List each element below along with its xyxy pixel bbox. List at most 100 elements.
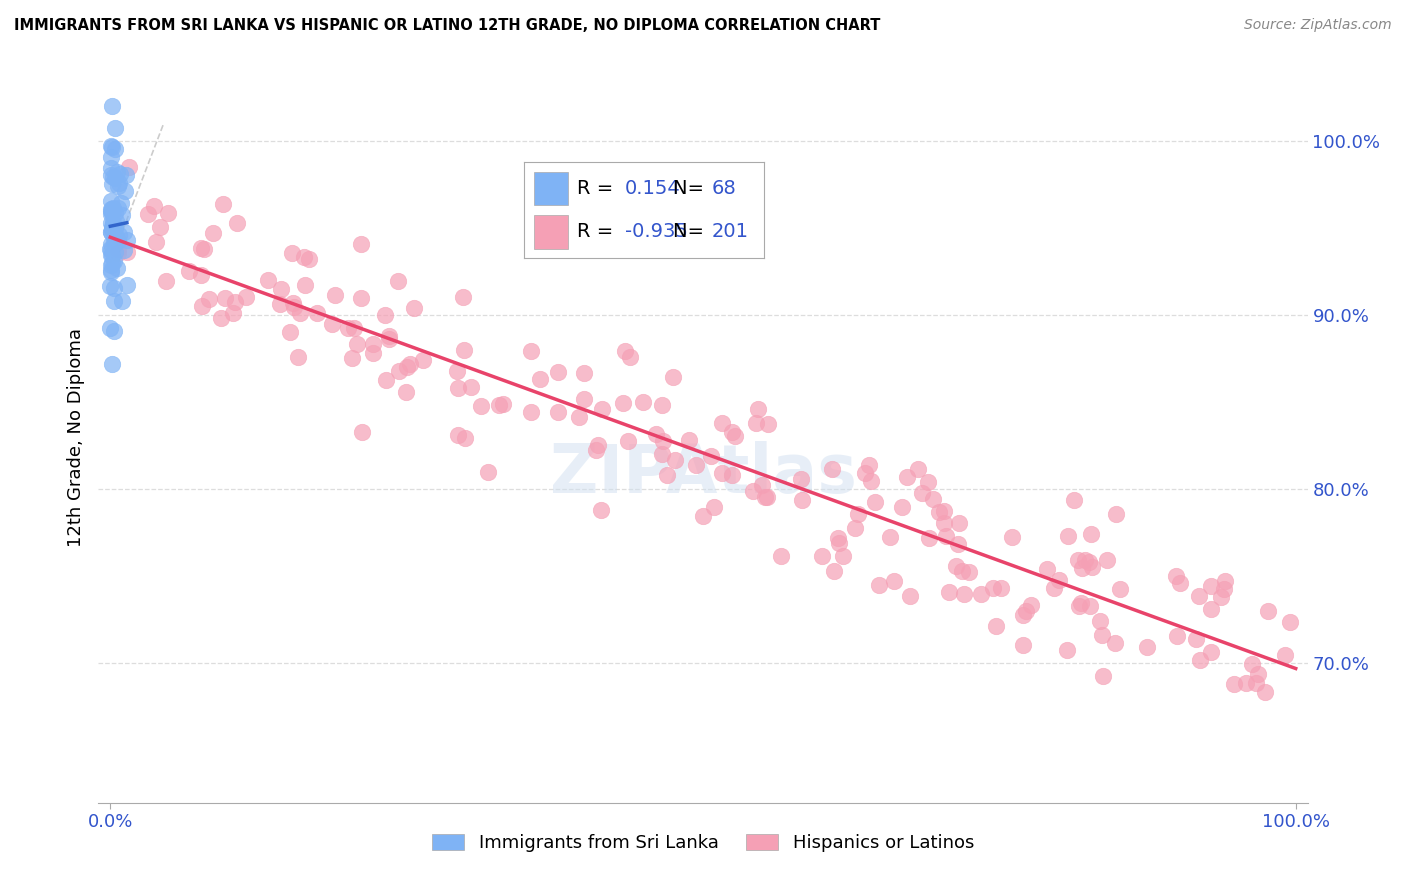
Point <box>100 265 122 279</box>
Point <box>957 565 980 579</box>
Point <box>388 364 411 378</box>
Point <box>1188 589 1211 603</box>
Point <box>1070 561 1092 575</box>
Point <box>224 294 246 309</box>
Point <box>1199 579 1222 593</box>
Point <box>1105 507 1128 521</box>
Text: 0.154: 0.154 <box>626 179 681 198</box>
Point <box>100 258 122 272</box>
Point <box>325 287 347 301</box>
Point <box>821 461 844 475</box>
Point <box>879 530 901 544</box>
Point <box>118 160 141 174</box>
Point <box>1209 590 1232 604</box>
Point <box>935 528 957 542</box>
Point <box>103 293 125 308</box>
Text: 201: 201 <box>711 222 748 241</box>
Point <box>103 231 125 245</box>
Point <box>1078 599 1101 614</box>
Point <box>149 220 172 235</box>
Point <box>222 306 245 320</box>
Point <box>100 169 122 183</box>
Point <box>1019 598 1042 612</box>
Point <box>112 225 135 239</box>
Point <box>612 396 634 410</box>
Point <box>520 343 543 358</box>
Point <box>769 549 792 563</box>
Point <box>747 402 769 417</box>
Point <box>970 587 993 601</box>
Point <box>1189 653 1212 667</box>
Point <box>111 208 134 222</box>
Legend: Immigrants from Sri Lanka, Hispanics or Latinos: Immigrants from Sri Lanka, Hispanics or … <box>425 827 981 860</box>
Point <box>1222 677 1244 691</box>
Point <box>101 222 124 236</box>
Point <box>100 194 122 208</box>
Point <box>190 268 212 282</box>
Point <box>1104 636 1126 650</box>
Point <box>1184 632 1206 646</box>
Point <box>281 296 304 310</box>
Point <box>616 434 638 449</box>
Text: Source: ZipAtlas.com: Source: ZipAtlas.com <box>1244 18 1392 32</box>
Point <box>1047 573 1070 587</box>
Point <box>981 581 1004 595</box>
Point <box>115 168 138 182</box>
Point <box>744 416 766 430</box>
Point <box>115 277 138 292</box>
Point <box>100 278 122 293</box>
Point <box>107 246 129 260</box>
Point <box>460 380 482 394</box>
Point <box>100 139 122 153</box>
Point <box>101 222 124 236</box>
Point <box>891 500 914 515</box>
Point <box>105 228 128 243</box>
Text: 68: 68 <box>711 179 737 198</box>
Point <box>179 263 201 277</box>
Point <box>1201 602 1223 616</box>
Point <box>645 427 668 442</box>
Point <box>101 256 124 270</box>
Point <box>932 504 955 518</box>
Point <box>103 253 125 268</box>
Point <box>1036 562 1059 576</box>
Point <box>155 274 177 288</box>
Text: IMMIGRANTS FROM SRI LANKA VS HISPANIC OR LATINO 12TH GRADE, NO DIPLOMA CORRELATI: IMMIGRANTS FROM SRI LANKA VS HISPANIC OR… <box>14 18 880 33</box>
Point <box>107 179 129 194</box>
Point <box>703 500 725 515</box>
Point <box>858 458 880 473</box>
Point <box>225 216 247 230</box>
Point <box>294 278 316 293</box>
Point <box>103 324 125 338</box>
Point <box>447 427 470 442</box>
Point <box>100 205 122 219</box>
Point <box>103 237 125 252</box>
Point <box>898 589 921 603</box>
Point <box>101 358 124 372</box>
Point <box>451 290 474 304</box>
Point <box>1257 604 1279 618</box>
Point <box>1234 676 1257 690</box>
Point <box>756 491 779 505</box>
Point <box>547 365 569 379</box>
Point <box>827 531 849 545</box>
Point <box>907 462 929 476</box>
Point <box>100 225 122 239</box>
Point <box>346 336 368 351</box>
Point <box>214 292 236 306</box>
Point <box>790 472 813 486</box>
Point <box>711 467 734 481</box>
Point <box>136 207 159 221</box>
Point <box>1097 553 1119 567</box>
Point <box>378 329 401 343</box>
Point <box>142 199 165 213</box>
Point <box>868 578 890 592</box>
Point <box>343 320 366 334</box>
Point <box>1247 666 1270 681</box>
Point <box>453 431 475 445</box>
Point <box>191 299 214 313</box>
Point <box>101 248 124 262</box>
Point <box>305 306 328 320</box>
Point <box>1012 607 1035 622</box>
Point <box>948 516 970 530</box>
